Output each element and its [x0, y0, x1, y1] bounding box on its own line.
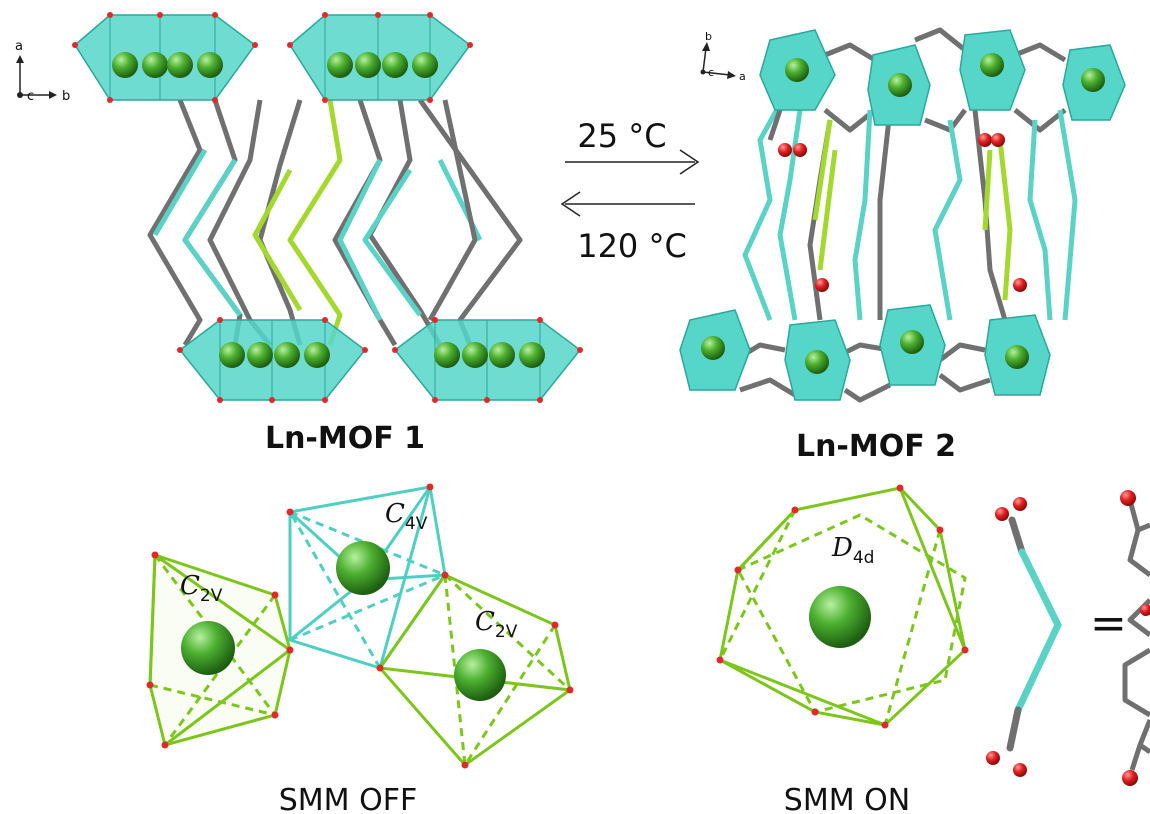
- mof1-axis-out-label: c: [27, 89, 34, 104]
- mof1-chain-top-left: [72, 12, 258, 103]
- ln-mof-1-structure: a c b: [15, 12, 583, 403]
- linker-ball-stick: [1122, 499, 1150, 771]
- ln-mof-2-structure: b c a: [679, 27, 1126, 403]
- ln-mof-2-label: Ln-MOF 2: [796, 429, 956, 464]
- mof2-axis-out-label: c: [708, 66, 714, 79]
- reverse-condition-label: 120 °C: [577, 227, 687, 265]
- c4v-symmetry-label: C4V: [385, 499, 428, 534]
- metal-center-left: [181, 621, 235, 675]
- mof1-chain-bottom-right: [392, 317, 583, 403]
- mof1-chain-bottom-left: [177, 317, 368, 403]
- mof1-linkers: [147, 98, 523, 347]
- smm-off-polyhedra: C4V C2V C2V: [146, 483, 574, 769]
- transformation-arrows: 25 °C 120 °C: [560, 117, 700, 265]
- c2v-right-symmetry-label: C2V: [475, 607, 518, 642]
- mof1-axis-right-label: b: [62, 89, 70, 104]
- mof2-polyhedra-bottom: [679, 304, 1051, 401]
- linker-schematic: [1006, 516, 1062, 752]
- mof2-long-linkers: [742, 93, 1078, 321]
- c2v-right-polyhedron: [378, 573, 572, 768]
- mof1-chain-top-right: [287, 12, 473, 103]
- metal-center-right: [454, 649, 506, 701]
- mof2-axis-right-label: a: [739, 70, 746, 83]
- forward-condition-label: 25 °C: [577, 117, 666, 155]
- mof2-axis-up-label: b: [705, 30, 712, 43]
- metal-center-middle: [336, 541, 390, 595]
- equals-sign: =: [1090, 598, 1127, 649]
- mof2-polyhedra-top: [759, 29, 1126, 126]
- smm-on-label: SMM ON: [784, 783, 910, 814]
- mof1-axis-indicator: a c b: [15, 39, 70, 104]
- mof2-axis-indicator: b c a: [700, 30, 746, 83]
- metal-center-d4d: [809, 586, 871, 648]
- ln-mof-1-label: Ln-MOF 1: [265, 421, 425, 456]
- c2v-left-symmetry-label: C2V: [180, 571, 223, 606]
- smm-off-label: SMM OFF: [279, 783, 417, 814]
- mof1-axis-up-label: a: [15, 39, 23, 54]
- smm-on-polyhedron: D4d: [716, 484, 969, 729]
- linker-legend: =: [986, 490, 1150, 786]
- d4d-symmetry-label: D4d: [831, 533, 874, 568]
